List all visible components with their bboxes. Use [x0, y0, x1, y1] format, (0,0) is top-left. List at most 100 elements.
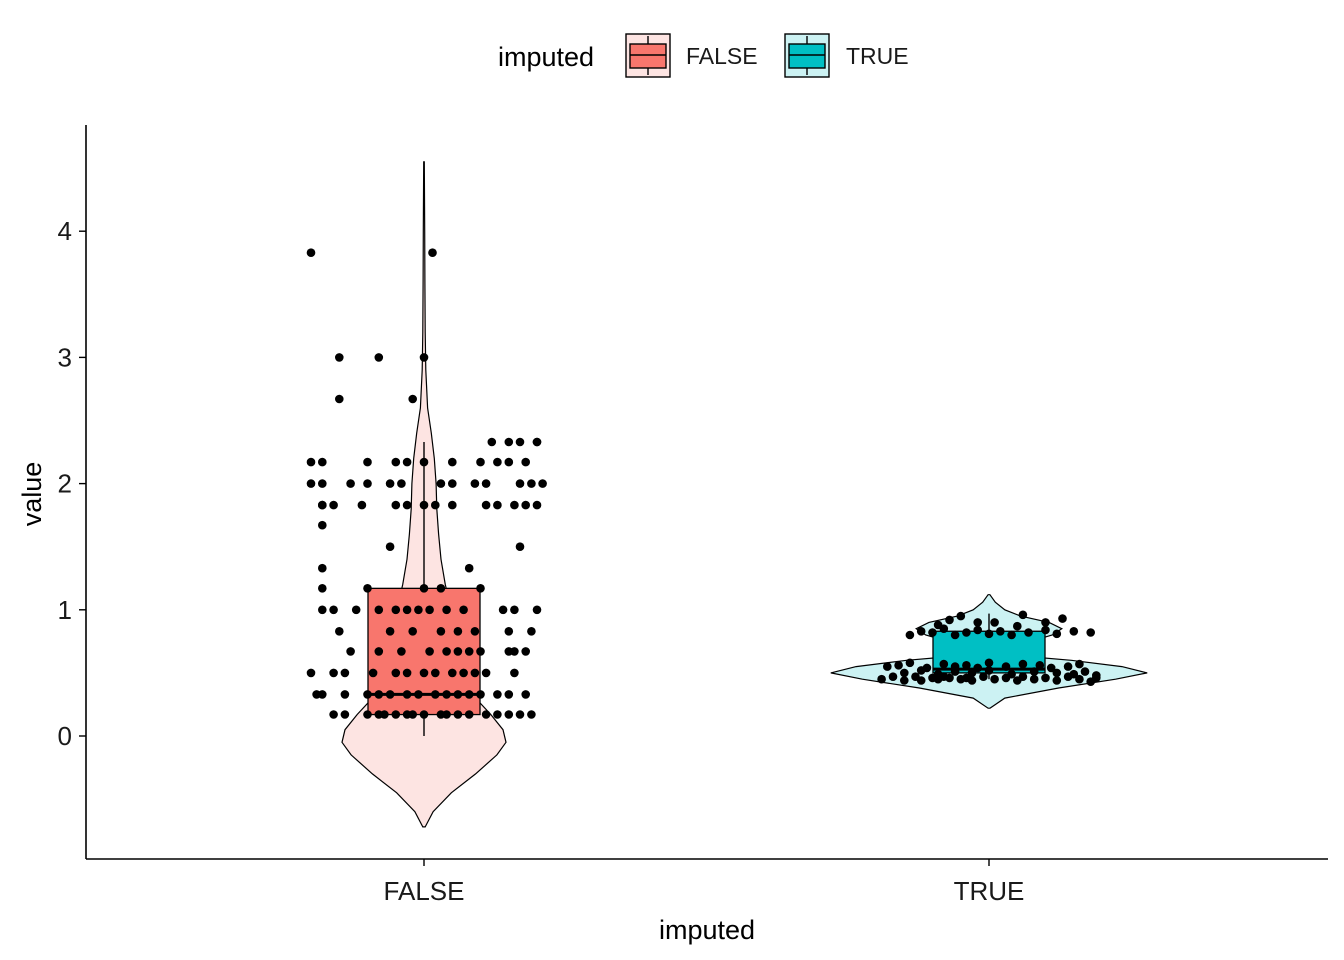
y-axis-title: value [17, 462, 47, 527]
point-false [470, 668, 480, 678]
point-false [419, 668, 429, 678]
point-true [933, 620, 943, 630]
point-false [510, 647, 519, 656]
point-true [922, 663, 932, 673]
point-false [453, 647, 463, 656]
y-tick-label: 0 [58, 721, 72, 751]
point-true [888, 672, 898, 681]
point-true [973, 618, 982, 627]
point-true [990, 618, 999, 627]
point-false [493, 690, 502, 699]
point-true [1041, 673, 1050, 683]
point-false [380, 710, 389, 719]
x-tick-label: FALSE [384, 876, 465, 906]
point-true [916, 676, 926, 685]
point-false [504, 710, 514, 719]
point-true [1001, 662, 1011, 671]
point-false [464, 710, 474, 719]
point-false [431, 690, 440, 699]
point-false [453, 627, 463, 636]
point-true [883, 662, 892, 671]
point-false [487, 437, 497, 447]
point-false [363, 710, 372, 719]
point-false [368, 668, 378, 678]
point-true [1035, 661, 1045, 670]
point-false [442, 710, 451, 719]
point-false [402, 668, 412, 678]
point-false [391, 668, 401, 678]
point-false [408, 627, 418, 636]
point-false [538, 479, 547, 488]
point-false [318, 500, 327, 510]
point-false [527, 627, 536, 636]
point-true [1018, 610, 1028, 620]
point-false [521, 500, 530, 510]
point-false [419, 584, 429, 593]
point-false [340, 710, 350, 719]
point-false [515, 437, 525, 447]
y-tick-label: 1 [58, 595, 72, 625]
y-ticks: 0 1 2 3 4 [58, 216, 86, 751]
point-true [979, 672, 988, 681]
point-false [464, 563, 474, 573]
point-false [374, 353, 384, 362]
point-false [335, 353, 344, 362]
point-false [532, 500, 542, 510]
point-false [476, 690, 485, 699]
point-false [498, 605, 508, 615]
point-true [933, 669, 943, 679]
point-false [521, 647, 530, 656]
point-false [481, 479, 491, 488]
point-false [448, 668, 457, 678]
point-true [928, 628, 937, 637]
point-false [428, 248, 437, 257]
point-true [956, 611, 966, 621]
point-true [1013, 621, 1022, 631]
x-axis-title: imputed [659, 915, 755, 945]
legend-label-false: FALSE [686, 43, 758, 69]
point-false [402, 457, 412, 467]
point-false [374, 647, 384, 656]
point-false [493, 710, 502, 719]
point-true [945, 615, 954, 625]
point-false [385, 690, 395, 699]
point-true [1080, 667, 1090, 676]
point-true [950, 662, 960, 671]
point-true [950, 630, 960, 640]
point-false [391, 605, 401, 615]
point-true [984, 666, 994, 675]
point-false [532, 437, 542, 447]
point-false [453, 710, 463, 719]
point-false [510, 668, 519, 678]
point-false [448, 500, 457, 510]
point-false [335, 627, 344, 636]
y-tick-label: 4 [58, 216, 72, 246]
point-true [1075, 674, 1084, 684]
point-false [476, 457, 485, 467]
point-true [1052, 629, 1062, 639]
point-false [414, 690, 423, 699]
point-false [459, 668, 468, 678]
point-true [945, 673, 954, 683]
point-false [448, 479, 457, 488]
point-false [306, 248, 316, 257]
legend-key-true [784, 33, 830, 78]
point-true [967, 676, 977, 685]
point-true [984, 629, 994, 639]
point-true [1029, 667, 1039, 676]
point-true [962, 628, 971, 637]
point-true [1063, 662, 1073, 671]
point-false [504, 627, 514, 636]
point-false [464, 647, 474, 656]
point-false [408, 710, 418, 719]
point-false [470, 627, 480, 636]
point-false [504, 457, 514, 467]
point-false [357, 500, 367, 510]
point-false [402, 605, 412, 615]
point-false [515, 710, 525, 719]
point-false [363, 457, 372, 467]
point-false [510, 500, 519, 510]
point-false [527, 479, 536, 488]
point-true [939, 659, 949, 669]
